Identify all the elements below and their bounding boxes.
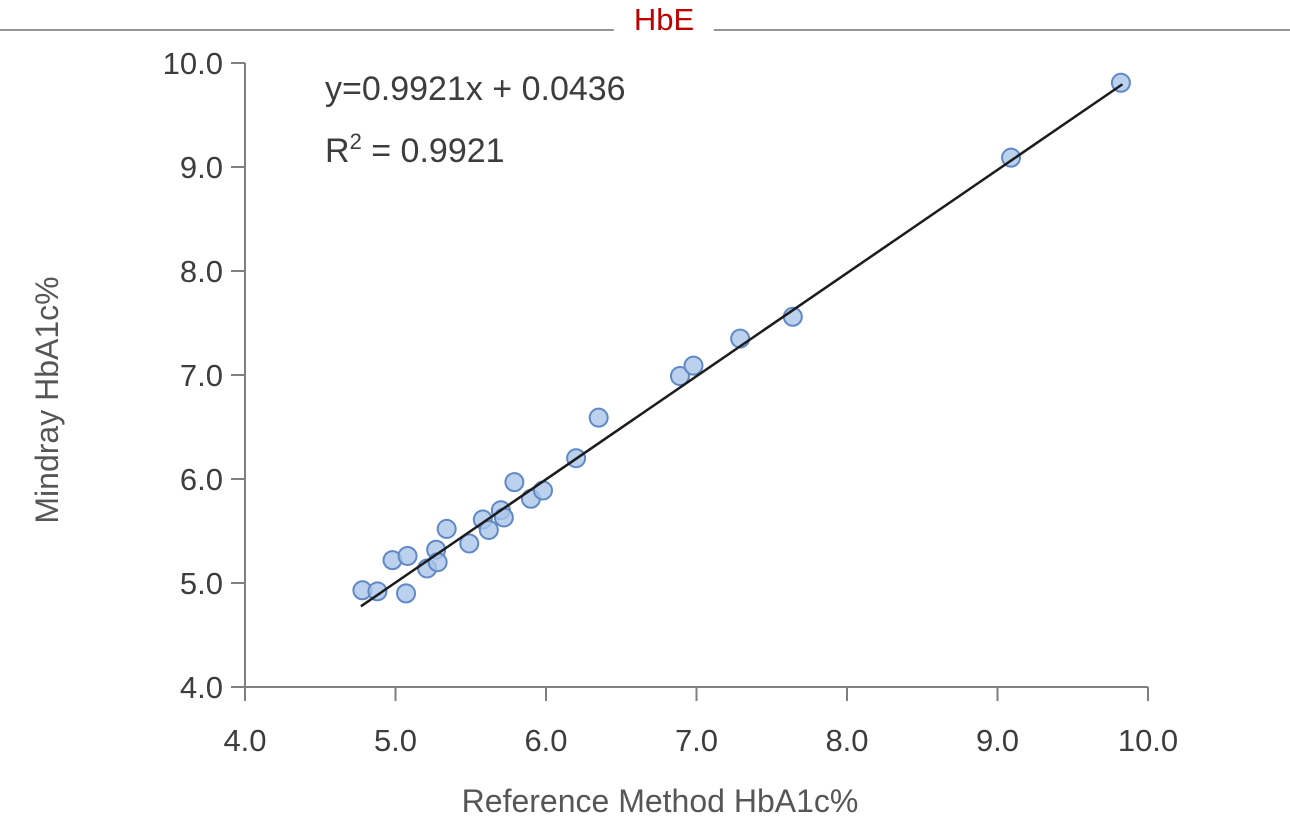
y-tick-label: 8.0 <box>180 254 223 289</box>
data-point <box>683 355 704 376</box>
data-point <box>588 407 609 428</box>
chart-title: HbE <box>613 2 715 38</box>
x-tick-label: 9.0 <box>976 723 1019 758</box>
data-point <box>532 480 553 501</box>
x-axis-title: Reference Method HbA1c% <box>462 783 859 819</box>
y-tick-label: 6.0 <box>180 462 223 497</box>
data-point <box>1001 147 1022 168</box>
y-tick-label: 9.0 <box>180 150 223 185</box>
x-tick-label: 7.0 <box>675 723 718 758</box>
y-tick-label: 7.0 <box>180 358 223 393</box>
y-tick-label: 10.0 <box>163 46 223 81</box>
y-tick-label: 4.0 <box>180 670 223 705</box>
regression-equation: y=0.9921x + 0.0436 <box>325 70 626 108</box>
x-tick-label: 8.0 <box>825 723 868 758</box>
data-point <box>396 583 417 604</box>
data-point <box>367 581 388 602</box>
data-point <box>504 472 525 493</box>
data-point <box>427 552 448 573</box>
x-tick-label: 5.0 <box>374 723 417 758</box>
data-point <box>397 545 418 566</box>
x-tick-label: 10.0 <box>1118 723 1178 758</box>
y-tick-label: 5.0 <box>180 566 223 601</box>
x-tick-label: 6.0 <box>524 723 567 758</box>
y-axis-title: Mindray HbA1c% <box>29 276 65 523</box>
data-point <box>669 366 690 387</box>
r-squared-text: R2 = 0.9921 <box>325 129 505 170</box>
trendline <box>360 83 1124 608</box>
x-tick-label: 4.0 <box>223 723 266 758</box>
data-point <box>459 533 480 554</box>
axes: 4.0 5.0 6.0 7.0 8.0 9.0 10.0 4.0 5.0 6.0 7.0 8.0 9.0… <box>163 46 1179 758</box>
data-point <box>436 518 457 539</box>
data-point <box>478 519 499 540</box>
data-series <box>352 72 1131 608</box>
